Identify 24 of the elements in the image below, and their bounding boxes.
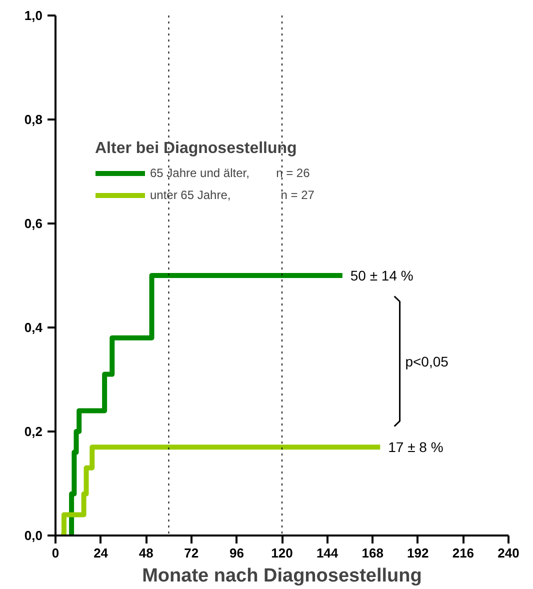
x-tick-label: 216 [452, 546, 474, 560]
x-tick-label: 168 [362, 546, 384, 560]
y-tick-label: 1,0 [24, 8, 43, 23]
x-tick-label: 24 [94, 546, 109, 560]
legend-label: 65 Jahre und älter, n = 26 [150, 166, 310, 180]
annotation: p<0,05 [405, 353, 449, 370]
x-tick-label: 240 [498, 546, 520, 560]
y-tick-label: 0,6 [24, 216, 43, 231]
annotation: 50 ± 14 % [350, 268, 414, 284]
x-axis-title: Monate nach Diagnosestellung [142, 566, 422, 586]
x-tick-label: 72 [184, 546, 199, 560]
legend-title: Alter bei Diagnosestellung [95, 140, 298, 158]
y-tick-label: 0,0 [24, 528, 43, 543]
x-tick-label: 0 [52, 546, 60, 560]
x-tick-label: 96 [229, 546, 244, 560]
x-tick-label: 48 [138, 546, 154, 560]
y-tick-label: 0,2 [24, 424, 43, 439]
x-tick-label: 192 [407, 546, 429, 560]
annotation: 17 ± 8 % [388, 439, 444, 456]
x-tick-label: 144 [316, 546, 339, 560]
y-tick-label: 0,4 [24, 320, 44, 335]
legend-label: unter 65 Jahre, n = 27 [150, 188, 314, 202]
x-tick-label: 120 [271, 546, 293, 560]
y-tick-label: 0,8 [24, 112, 43, 127]
